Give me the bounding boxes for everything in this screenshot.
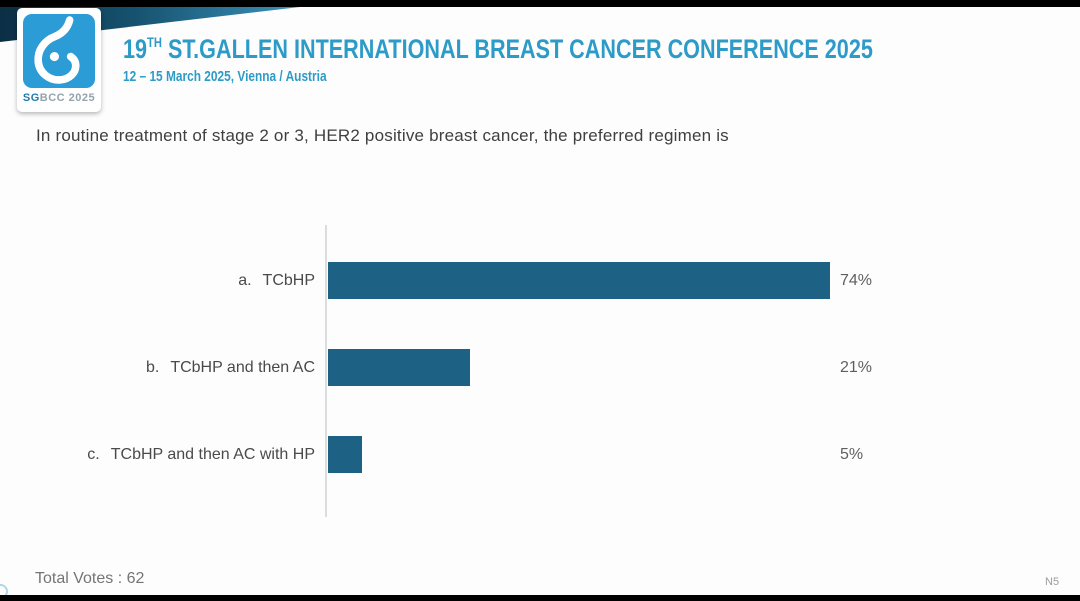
title-ordinal: TH	[147, 34, 162, 50]
chart-row: b. TCbHP and then AC 21%	[0, 349, 1080, 386]
value-label: 74%	[840, 272, 873, 289]
letterbox-bottom	[0, 595, 1080, 601]
option-label: a. TCbHP	[30, 262, 315, 299]
title-main: ST.GALLEN INTERNATIONAL BREAST CANCER CO…	[161, 34, 873, 64]
bar	[328, 349, 470, 386]
conference-title: 19TH ST.GALLEN INTERNATIONAL BREAST CANC…	[123, 34, 873, 65]
total-votes: Total Votes : 62	[35, 570, 145, 587]
bar	[328, 262, 830, 299]
value-label: 21%	[840, 359, 873, 376]
title-number: 19	[123, 34, 148, 64]
poll-question: In routine treatment of stage 2 or 3, HE…	[36, 126, 729, 145]
chart-row: c. TCbHP and then AC with HP 5%	[0, 436, 1080, 473]
logo-caption: SGBCC 2025	[17, 92, 101, 104]
option-label: c. TCbHP and then AC with HP	[30, 436, 315, 473]
chart-row: a. TCbHP 74%	[0, 262, 1080, 299]
value-label: 5%	[840, 446, 864, 463]
sgbcc-logo: SGBCC 2025	[17, 8, 101, 112]
option-text: TCbHP and then AC with HP	[110, 446, 315, 463]
bar	[328, 436, 362, 473]
conference-header: 19TH ST.GALLEN INTERNATIONAL BREAST CANC…	[123, 34, 1060, 86]
option-key: c.	[87, 446, 100, 463]
letterbox-top	[0, 0, 1080, 7]
logo-caption-bold: SG	[22, 92, 40, 104]
slide-reference: N5	[1045, 576, 1060, 588]
conference-subtitle: 12 – 15 March 2025, Vienna / Austria	[123, 69, 327, 85]
option-key: a.	[238, 272, 252, 289]
logo-caption-rest: BCC 2025	[39, 92, 96, 104]
option-text: TCbHP and then AC	[170, 359, 315, 376]
option-label: b. TCbHP and then AC	[30, 349, 315, 386]
sgbcc-breast-icon	[23, 14, 95, 88]
chart-axis-line	[325, 225, 327, 517]
option-key: b.	[145, 359, 160, 376]
option-text: TCbHP	[262, 272, 315, 289]
